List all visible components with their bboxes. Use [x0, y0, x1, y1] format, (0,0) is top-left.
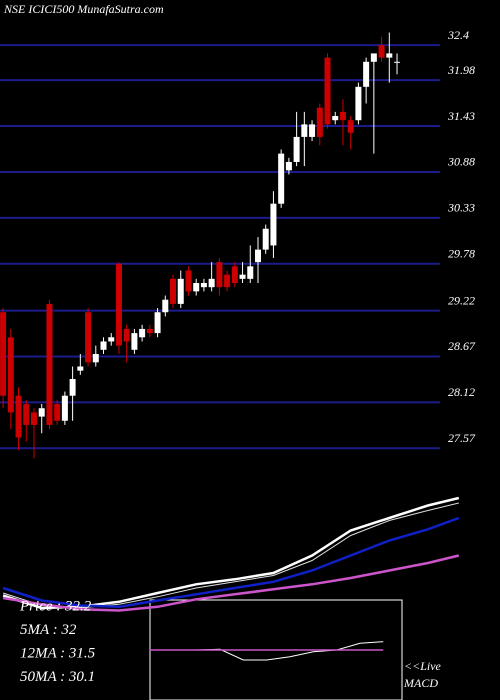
candle-body — [23, 404, 30, 425]
candle-body — [131, 333, 138, 350]
annotation: 50MA : 30.1 — [20, 669, 95, 685]
y-tick-label: 29.22 — [448, 293, 475, 307]
candle-body — [123, 328, 130, 342]
candle-body — [170, 278, 177, 304]
candle-body — [85, 312, 92, 363]
y-tick-label: 28.67 — [448, 339, 476, 353]
candle-body — [0, 312, 7, 396]
y-tick-label: 28.12 — [448, 385, 475, 399]
candle-body — [239, 274, 246, 279]
candle-body — [301, 124, 308, 137]
annotation: MACD — [403, 676, 438, 690]
candle-body — [177, 278, 184, 304]
candle-body — [339, 111, 346, 121]
y-tick-label: 30.33 — [447, 201, 475, 215]
candle-body — [77, 366, 84, 371]
candle-body — [185, 270, 192, 292]
y-tick-label: 27.57 — [448, 431, 476, 445]
candle-body — [30, 412, 37, 425]
candle-body — [370, 53, 377, 62]
candle-body — [285, 161, 292, 171]
candle-body — [293, 136, 300, 162]
y-tick-label: 29.78 — [448, 247, 475, 261]
y-tick-label: 30.88 — [447, 155, 475, 169]
candle-body — [162, 299, 169, 313]
candle-body — [92, 353, 99, 363]
candle-body — [216, 262, 223, 288]
series-line — [2, 502, 459, 609]
chart-title: NSE ICICI500 MunafaSutra.com — [3, 2, 164, 16]
candle-body — [316, 107, 323, 137]
candle-body — [378, 45, 385, 58]
candle-body — [193, 283, 200, 292]
candle-body — [355, 86, 362, 121]
annotation: Price : 32.2 — [19, 598, 92, 614]
candle-body — [324, 57, 331, 125]
candle-body — [231, 266, 238, 284]
candle-body — [332, 116, 339, 121]
candle-body — [108, 337, 115, 342]
candle-body — [200, 283, 207, 288]
candle-body — [386, 53, 393, 58]
annotation: <<Live — [404, 659, 442, 673]
candle-body — [38, 408, 45, 417]
candle-body — [224, 274, 231, 288]
series-line — [2, 554, 460, 612]
candle-body — [154, 312, 161, 334]
candle-body — [309, 124, 316, 137]
candle-body — [270, 203, 277, 246]
candle-body — [115, 263, 122, 346]
candle-body — [146, 328, 153, 334]
series-line — [2, 516, 460, 609]
candle-body — [54, 404, 61, 421]
annotation: 5MA : 32 — [20, 622, 77, 638]
candle-body — [347, 120, 354, 133]
y-tick-label: 31.43 — [447, 109, 475, 123]
candle-body — [247, 266, 254, 279]
y-tick-label: 32.4 — [447, 28, 469, 42]
series-line — [2, 496, 460, 610]
candle-body — [69, 379, 76, 396]
candle-body — [100, 341, 107, 350]
candle-body — [208, 278, 215, 288]
candle-body — [46, 303, 53, 425]
candle-body — [278, 153, 285, 204]
candle-body — [15, 395, 22, 438]
series-line — [150, 641, 384, 661]
candle-body — [394, 61, 401, 63]
annotation: 12MA : 31.5 — [20, 645, 96, 661]
candle-body — [139, 328, 146, 338]
candle-body — [254, 249, 261, 263]
candle-body — [363, 61, 370, 87]
y-tick-label: 31.98 — [447, 63, 475, 77]
candle-body — [7, 337, 14, 413]
candle-body — [61, 395, 68, 421]
candle-body — [262, 228, 269, 250]
